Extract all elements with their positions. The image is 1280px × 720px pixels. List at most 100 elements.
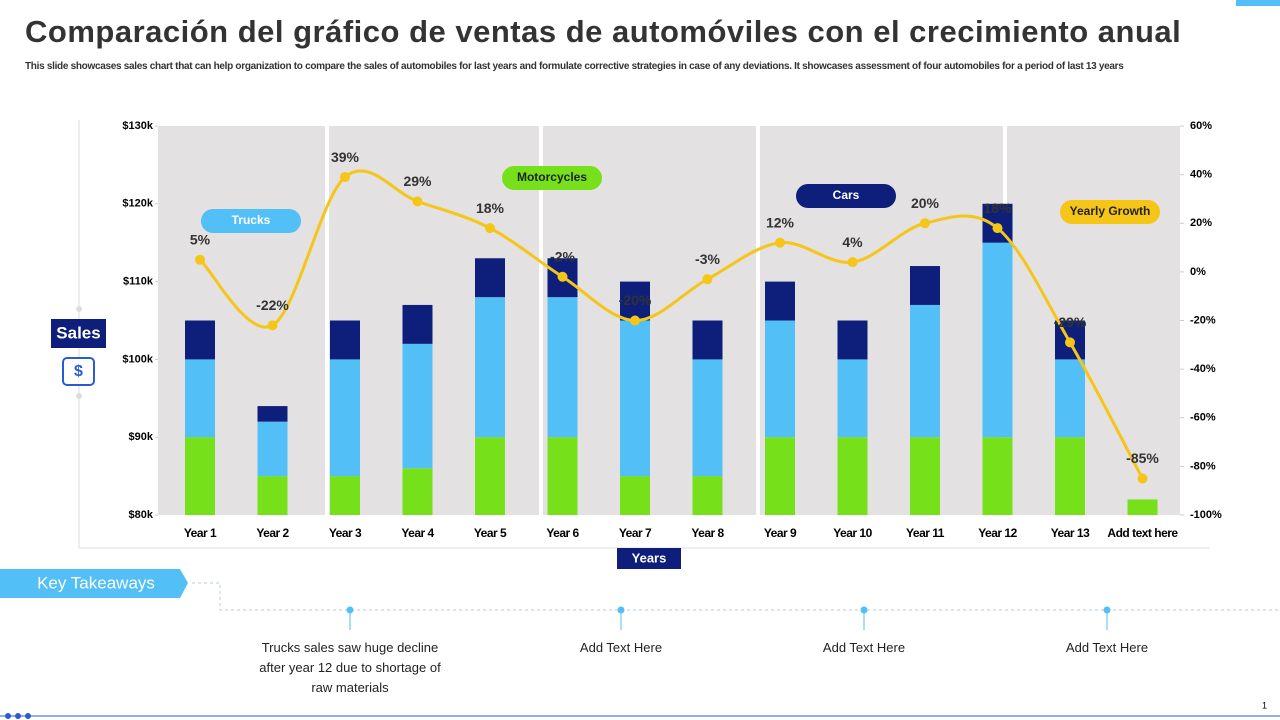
growth-point: [195, 254, 205, 265]
bar: [982, 242, 1013, 438]
legend-label: Trucks: [232, 213, 271, 227]
legend-label: Cars: [833, 188, 860, 202]
growth-point: [1065, 337, 1075, 348]
x-tick-label: Year 12: [978, 526, 1017, 540]
y2-tick-label: -20%: [1190, 314, 1216, 326]
page-number: 1: [1262, 700, 1267, 710]
dollar-icon: $: [74, 363, 83, 380]
bar: [185, 437, 215, 515]
bar: [692, 476, 723, 515]
data-label: -20%: [619, 292, 652, 308]
legend-pill: [502, 166, 602, 190]
growth-point: [557, 271, 568, 282]
legend-label: Motorcycles: [517, 170, 587, 184]
growth-point: [412, 196, 423, 207]
data-label: -29%: [1054, 314, 1087, 330]
takeaway-text: Add Text Here: [822, 640, 906, 655]
bar: [765, 281, 795, 321]
growth-point: [992, 223, 1003, 234]
takeaway-text: Add Text Here: [579, 640, 663, 655]
decor: [15, 713, 21, 719]
y-axis-label: Sales: [56, 323, 100, 342]
x-tick-label: Year 8: [691, 526, 724, 540]
y-label-box: [51, 319, 106, 348]
plot-area: [158, 126, 1180, 515]
growth-point: [920, 218, 930, 229]
bar: [330, 320, 360, 360]
slide-title: Comparación del gráfico de ventas de aut…: [25, 14, 1182, 49]
bar: [1055, 359, 1085, 438]
data-label: -3%: [695, 251, 720, 267]
y2-tick-label: 40%: [1190, 169, 1212, 181]
growth-point: [702, 274, 713, 285]
data-label: 20%: [911, 195, 940, 211]
bar: [185, 359, 215, 438]
takeaway-text: Add Text Here: [1065, 640, 1149, 655]
legend-label: Yearly Growth: [1070, 204, 1151, 218]
y-tick-label: $120k: [122, 198, 153, 210]
y2-tick-label: -100%: [1190, 509, 1222, 521]
x-tick-label: Year 11: [906, 526, 945, 540]
x-tick-label: Year 7: [619, 526, 652, 540]
bar: [982, 437, 1013, 515]
takeaways-heading: Key Takeaways: [37, 573, 155, 592]
decor: [1236, 0, 1280, 6]
bar: [185, 320, 215, 360]
data-label: -85%: [1126, 450, 1159, 466]
y-tick-label: $100k: [122, 353, 153, 365]
legend-pill: [201, 209, 301, 233]
y-tick-label: $130k: [122, 120, 153, 132]
x-tick-label: Add text here: [1107, 526, 1178, 540]
bar: [837, 437, 868, 515]
bar: [1127, 499, 1158, 515]
data-label: -22%: [256, 297, 289, 313]
x-tick-label: Year 5: [474, 526, 507, 540]
bar: [257, 406, 288, 422]
bar: [547, 297, 578, 438]
decor: [76, 393, 82, 399]
y-tick-label: $110k: [123, 276, 154, 288]
dollar-icon: [62, 357, 95, 386]
data-label: 5%: [190, 231, 211, 247]
y2-tick-label: 60%: [1190, 120, 1212, 132]
bar: [475, 437, 505, 515]
x-label-box: [617, 548, 681, 569]
data-label: 29%: [403, 173, 432, 189]
growth-point: [1137, 473, 1148, 484]
connector: [192, 582, 1280, 611]
y2-tick-label: -80%: [1190, 460, 1216, 472]
bar: [765, 320, 795, 438]
y2-tick-label: -60%: [1190, 412, 1216, 424]
decor: [25, 713, 31, 719]
bar: [475, 258, 505, 298]
bar: [692, 359, 723, 477]
separator: [756, 126, 760, 515]
growth-point: [340, 172, 350, 183]
legend-pill: [1060, 200, 1160, 224]
y2-tick-label: -40%: [1190, 363, 1216, 375]
takeaway-text: Trucks sales saw huge decline after year…: [259, 640, 441, 695]
growth-point: [775, 237, 785, 248]
bar: [330, 359, 360, 477]
bar: [620, 281, 650, 321]
growth-point: [630, 315, 640, 326]
growth-point: [847, 257, 858, 268]
bar: [402, 343, 433, 469]
bar: [620, 476, 650, 515]
bar: [330, 476, 360, 515]
data-label: -2%: [550, 248, 575, 264]
x-tick-label: Year 9: [764, 526, 797, 540]
bar: [910, 266, 940, 305]
bar: [765, 437, 795, 515]
bar: [692, 320, 723, 360]
separator: [539, 126, 543, 515]
bar: [620, 320, 650, 477]
bar: [402, 304, 433, 344]
y-tick-label: $80k: [129, 509, 154, 521]
separator: [325, 126, 329, 515]
data-label: 12%: [766, 214, 795, 230]
takeaways-banner: [0, 569, 188, 598]
legend-pill: [796, 184, 896, 208]
